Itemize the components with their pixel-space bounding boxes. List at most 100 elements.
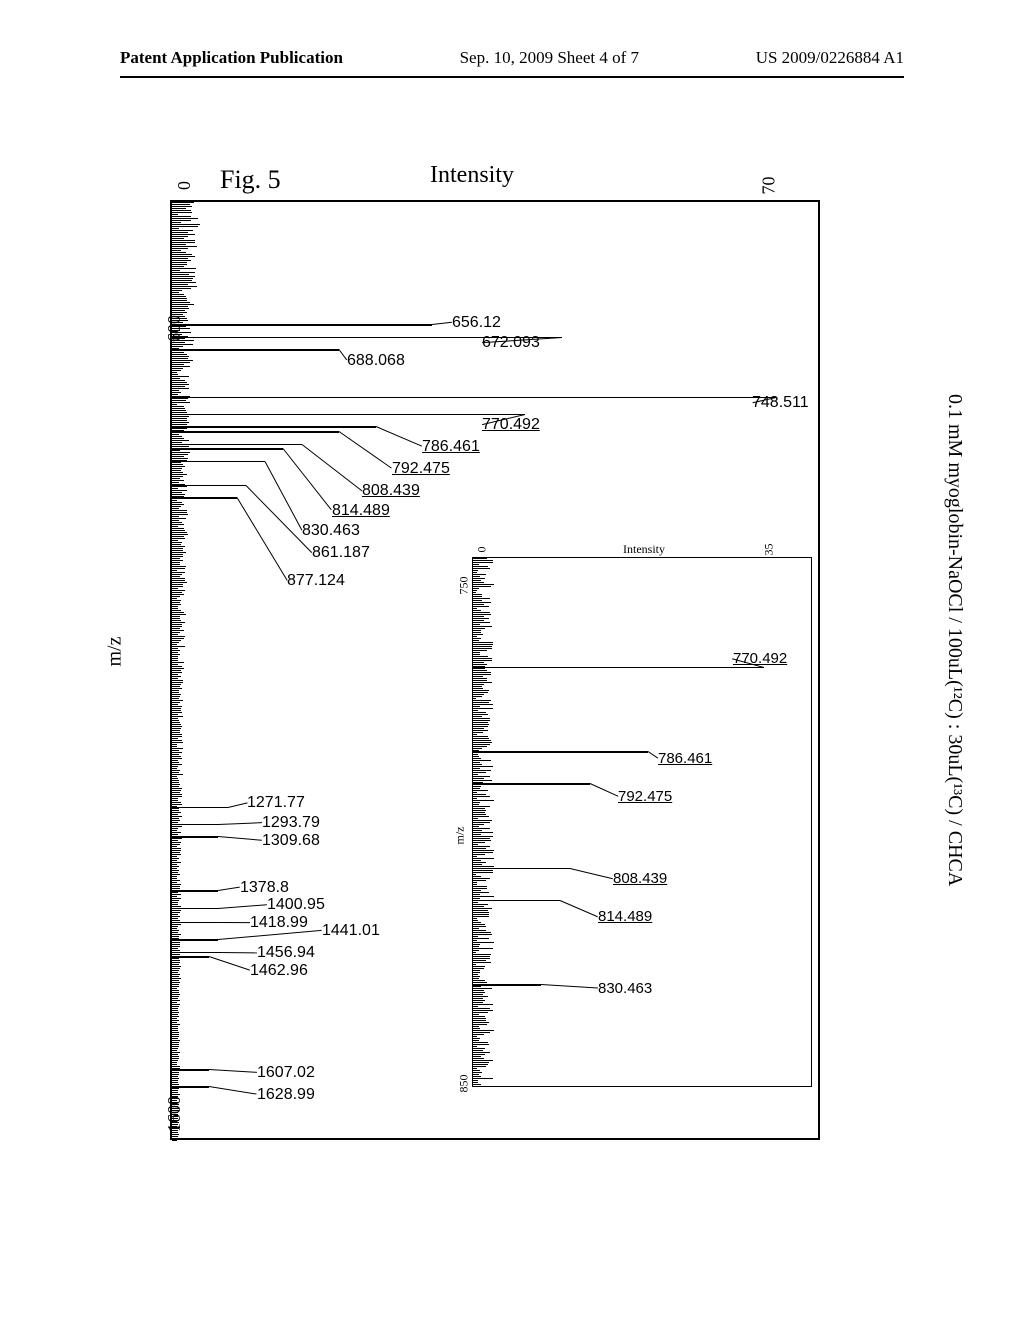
noise-bar — [473, 828, 490, 829]
noise-bar — [172, 832, 181, 833]
peak-label: 1400.95 — [267, 896, 325, 914]
leader-line — [648, 751, 659, 759]
noise-bar — [473, 1008, 490, 1009]
noise-bar — [172, 852, 180, 853]
noise-bar — [473, 922, 481, 923]
noise-bar — [473, 562, 493, 563]
noise-bar — [172, 972, 178, 973]
noise-bar — [473, 930, 486, 931]
noise-bar — [172, 586, 183, 587]
noise-bar — [172, 856, 177, 857]
inset-peak — [473, 984, 541, 986]
noise-bar — [172, 388, 189, 389]
noise-bar — [172, 262, 187, 263]
noise-bar — [172, 318, 187, 319]
noise-bar — [473, 632, 481, 633]
noise-bar — [172, 522, 182, 523]
noise-bar — [172, 1126, 177, 1127]
noise-bar — [473, 838, 490, 839]
noise-bar — [172, 1000, 180, 1001]
noise-bar — [473, 1072, 482, 1073]
noise-bar — [473, 812, 485, 813]
noise-bar — [172, 214, 178, 215]
noise-bar — [473, 972, 480, 973]
noise-bar — [172, 984, 179, 985]
noise-bar — [172, 640, 181, 641]
spectrum-peak — [172, 952, 218, 954]
noise-bar — [172, 554, 183, 555]
noise-bar — [172, 978, 181, 979]
noise-bar — [172, 842, 181, 843]
noise-bar — [172, 1054, 178, 1055]
noise-bar — [172, 1044, 179, 1045]
noise-bar — [473, 1062, 489, 1063]
noise-bar — [172, 242, 195, 243]
noise-bar — [473, 760, 491, 761]
noise-bar — [172, 1106, 178, 1107]
noise-bar — [172, 618, 180, 619]
noise-bar — [473, 774, 478, 775]
noise-bar — [473, 1000, 485, 1001]
noise-bar — [172, 784, 180, 785]
noise-bar — [473, 1034, 484, 1035]
noise-bar — [172, 686, 180, 687]
noise-bar — [473, 978, 479, 979]
noise-bar — [172, 284, 188, 285]
y-axis-label: Intensity — [430, 162, 514, 189]
noise-bar — [473, 780, 492, 781]
noise-bar — [473, 746, 487, 747]
y-tick-max: 70 — [759, 177, 780, 195]
noise-bar — [172, 290, 182, 291]
noise-bar — [172, 740, 182, 741]
noise-bar — [473, 986, 481, 987]
noise-bar — [473, 790, 488, 791]
noise-bar — [172, 742, 183, 743]
noise-bar — [473, 820, 492, 821]
noise-bar — [172, 794, 182, 795]
noise-bar — [473, 620, 484, 621]
inset-y-tick-max: 35 — [762, 544, 777, 556]
noise-bar — [473, 690, 489, 691]
noise-bar — [172, 704, 178, 705]
noise-bar — [172, 556, 183, 557]
noise-bar — [473, 766, 493, 767]
noise-bar — [172, 352, 184, 353]
noise-bar — [473, 646, 492, 647]
noise-bar — [473, 990, 484, 991]
noise-bar — [172, 212, 192, 213]
noise-bar — [473, 638, 481, 639]
noise-bar — [172, 1046, 179, 1047]
noise-bar — [172, 1120, 178, 1121]
leader-line — [541, 984, 598, 989]
noise-bar — [172, 1094, 180, 1095]
noise-bar — [473, 1064, 488, 1065]
noise-bar — [172, 820, 180, 821]
noise-bar — [473, 1012, 488, 1013]
noise-bar — [172, 862, 181, 863]
noise-bar — [172, 1012, 179, 1013]
noise-bar — [172, 600, 181, 601]
noise-bar — [172, 928, 177, 929]
leader-line — [228, 802, 248, 808]
noise-bar — [172, 402, 190, 403]
noise-bar — [172, 964, 179, 965]
noise-bar — [172, 488, 178, 489]
noise-bar — [473, 1002, 483, 1003]
page-header: Patent Application Publication Sep. 10, … — [0, 48, 1024, 68]
noise-bar — [172, 916, 180, 917]
noise-bar — [172, 738, 178, 739]
noise-bar — [172, 538, 185, 539]
peak-label: 808.439 — [362, 482, 420, 500]
noise-bar — [172, 326, 186, 327]
noise-bar — [172, 700, 183, 701]
noise-bar — [172, 594, 184, 595]
noise-bar — [473, 806, 490, 807]
noise-bar — [473, 662, 484, 663]
noise-bar — [172, 1034, 179, 1035]
noise-bar — [172, 672, 182, 673]
noise-bar — [172, 962, 180, 963]
noise-bar — [172, 664, 178, 665]
noise-bar — [172, 246, 197, 247]
noise-bar — [473, 796, 490, 797]
noise-bar — [172, 844, 180, 845]
